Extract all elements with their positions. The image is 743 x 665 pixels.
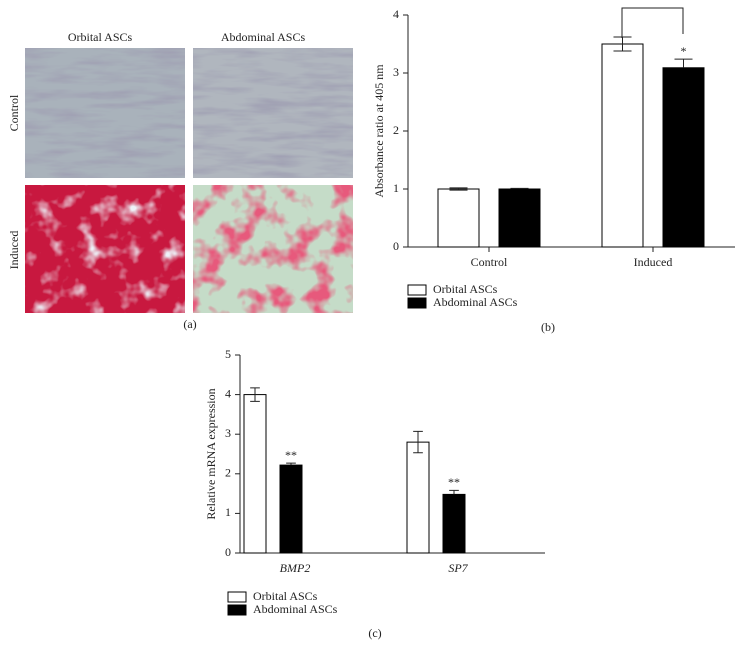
error-bar — [413, 430, 423, 454]
bar — [498, 188, 541, 248]
panel-label: (b) — [541, 320, 555, 334]
error-bar — [674, 58, 693, 68]
bar — [601, 43, 644, 248]
bar — [406, 441, 430, 554]
error-bar — [449, 489, 459, 495]
x-tick-label: Induced — [634, 255, 673, 269]
legend-swatch — [227, 604, 247, 616]
image-texture — [25, 185, 185, 313]
significance-label: ** — [285, 448, 297, 462]
y-tick-label: 4 — [393, 7, 399, 21]
y-tick-label: 0 — [393, 239, 399, 253]
legend-label: Orbital ASCs — [433, 282, 498, 296]
y-tick-label: 0 — [225, 545, 231, 559]
comparison-bracket — [621, 7, 684, 38]
significance-label: * — [681, 44, 687, 58]
y-tick-label: 3 — [225, 426, 231, 440]
column-label: Orbital ASCs — [68, 30, 133, 44]
legend-label: Abdominal ASCs — [253, 602, 338, 616]
image-texture — [193, 48, 353, 178]
row-label: Induced — [7, 231, 21, 270]
legend-label: Orbital ASCs — [253, 589, 318, 603]
error-bar — [250, 387, 260, 402]
image-texture — [25, 48, 185, 178]
x-tick-label: BMP2 — [280, 561, 311, 575]
row-label: Control — [7, 94, 21, 131]
y-tick-label: 5 — [225, 347, 231, 361]
micrographs — [25, 48, 353, 313]
x-tick-label: Control — [471, 255, 508, 269]
legend-swatch — [407, 284, 427, 296]
bar — [243, 394, 267, 554]
legend-swatch — [227, 591, 247, 603]
bar — [279, 464, 303, 554]
column-label: Abdominal ASCs — [221, 30, 306, 44]
error-bar — [613, 36, 632, 52]
y-tick-label: 1 — [393, 181, 399, 195]
y-tick-label: 1 — [225, 505, 231, 519]
legend-swatch — [407, 297, 427, 309]
error-bar — [510, 187, 529, 189]
bar — [437, 188, 480, 248]
panel-label: (a) — [183, 317, 196, 331]
x-tick-label: SP7 — [448, 561, 468, 575]
error-bar — [286, 462, 296, 466]
bar — [442, 493, 466, 554]
error-bar — [449, 187, 468, 191]
panel-label: (c) — [368, 626, 381, 640]
y-tick-label: 4 — [225, 386, 231, 400]
y-tick-label: 3 — [393, 65, 399, 79]
significance-label: ** — [448, 475, 460, 489]
y-axis-label: Absorbance ratio at 405 nm — [372, 64, 386, 198]
y-axis-label: Relative mRNA expression — [204, 388, 218, 519]
image-texture — [193, 185, 353, 313]
y-tick-label: 2 — [393, 123, 399, 137]
bar — [662, 67, 705, 248]
legend-label: Abdominal ASCs — [433, 295, 518, 309]
y-tick-label: 2 — [225, 466, 231, 480]
